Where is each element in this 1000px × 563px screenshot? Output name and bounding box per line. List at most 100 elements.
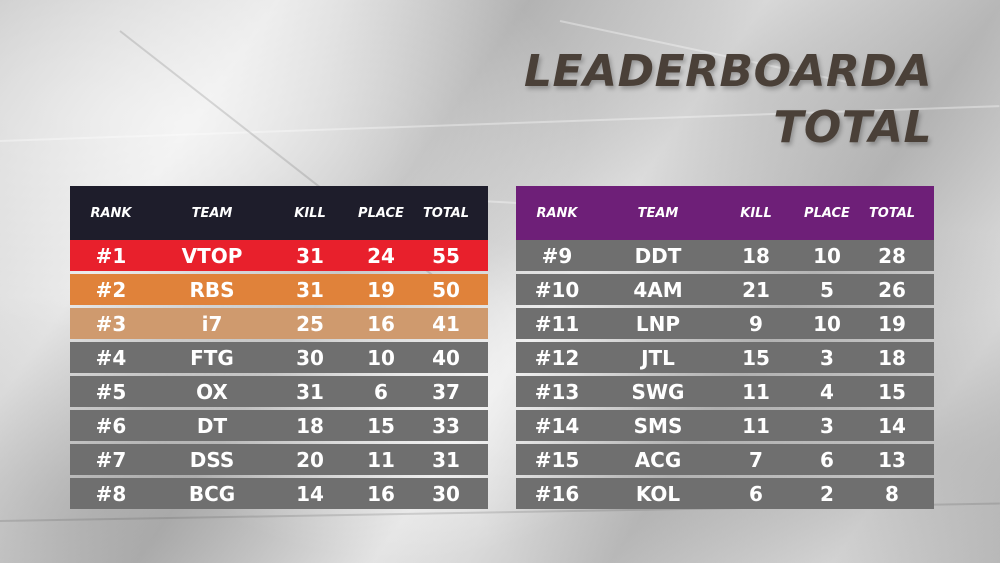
header-kill: KILL <box>740 205 772 221</box>
title-line-1: LEADERBOARDA <box>523 46 932 97</box>
cell-total: 55 <box>432 243 460 268</box>
cell-place: 15 <box>367 413 395 438</box>
cell-place: 5 <box>820 277 834 302</box>
cell-kill: 11 <box>742 379 770 404</box>
cell-total: 31 <box>432 447 460 472</box>
header-place: PLACE <box>804 205 850 221</box>
cell-place: 10 <box>367 345 395 370</box>
cell-total: 18 <box>878 345 906 370</box>
table-row: #15 ACG 7 6 13 <box>516 444 934 475</box>
table-row: #1 VTOP 31 24 55 <box>70 240 488 271</box>
cell-place: 6 <box>374 379 388 404</box>
cell-rank: #5 <box>95 379 127 404</box>
cell-rank: #14 <box>534 413 580 438</box>
cell-rank: #8 <box>95 481 127 506</box>
cell-total: 8 <box>885 481 899 506</box>
header-rank: RANK <box>90 205 132 221</box>
cell-team: JTL <box>641 345 675 370</box>
cell-rank: #2 <box>95 277 127 302</box>
cell-place: 3 <box>820 413 834 438</box>
table-row: #3 i7 25 16 41 <box>70 308 488 339</box>
table-row: #13 SWG 11 4 15 <box>516 376 934 407</box>
cell-team: BCG <box>188 481 236 506</box>
leaderboard-right: RANK TEAM KILL PLACE TOTAL #9 DDT 18 10 28 #1… <box>516 186 934 509</box>
table-header: RANK TEAM KILL PLACE TOTAL <box>70 186 488 240</box>
cell-rank: #12 <box>534 345 580 370</box>
table-header: RANK TEAM KILL PLACE TOTAL <box>516 186 934 240</box>
cell-kill: 6 <box>749 481 763 506</box>
cell-team: RBS <box>189 277 235 302</box>
cell-kill: 7 <box>749 447 763 472</box>
cell-total: 26 <box>878 277 906 302</box>
cell-team: KOL <box>635 481 681 506</box>
cell-team: DT <box>196 413 228 438</box>
cell-rank: #6 <box>95 413 127 438</box>
cell-total: 28 <box>878 243 906 268</box>
cell-kill: 30 <box>296 345 324 370</box>
cell-rank: #13 <box>534 379 580 404</box>
cell-total: 19 <box>878 311 906 336</box>
cell-place: 10 <box>813 243 841 268</box>
cell-place: 11 <box>367 447 395 472</box>
cell-kill: 21 <box>742 277 770 302</box>
cell-rank: #10 <box>534 277 580 302</box>
cell-team: ACG <box>634 447 682 472</box>
cell-rank: #16 <box>534 481 580 506</box>
cell-rank: #9 <box>541 243 573 268</box>
cell-total: 14 <box>878 413 906 438</box>
table-row: #4 FTG 30 10 40 <box>70 342 488 373</box>
table-row: #9 DDT 18 10 28 <box>516 240 934 271</box>
cell-kill: 20 <box>296 447 324 472</box>
table-row: #8 BCG 14 16 30 <box>70 478 488 509</box>
cell-team: LNP <box>635 311 681 336</box>
cell-rank: #4 <box>95 345 127 370</box>
cell-place: 19 <box>367 277 395 302</box>
header-total: TOTAL <box>422 205 470 221</box>
table-body: #1 VTOP 31 24 55 #2 RBS 31 19 50 #3 i7 25 16 41 #4 FTG 30… <box>70 240 488 509</box>
cell-kill: 31 <box>296 379 324 404</box>
leaderboard-left: RANK TEAM KILL PLACE TOTAL #1 VTOP 31 24 55 #… <box>70 186 488 509</box>
cell-team: SWG <box>631 379 685 404</box>
cell-rank: #15 <box>534 447 580 472</box>
cell-team: DDT <box>634 243 682 268</box>
cell-place: 3 <box>820 345 834 370</box>
header-rank: RANK <box>536 205 578 221</box>
cell-place: 4 <box>820 379 834 404</box>
cell-place: 24 <box>367 243 395 268</box>
cell-total: 40 <box>432 345 460 370</box>
table-row: #5 OX 31 6 37 <box>70 376 488 407</box>
cell-team: 4AM <box>633 277 683 302</box>
cell-total: 15 <box>878 379 906 404</box>
cell-kill: 11 <box>742 413 770 438</box>
cell-place: 16 <box>367 481 395 506</box>
cell-rank: #11 <box>534 311 580 336</box>
cell-team: FTG <box>190 345 234 370</box>
header-kill: KILL <box>294 205 326 221</box>
cell-team: OX <box>196 379 228 404</box>
cell-kill: 9 <box>749 311 763 336</box>
cell-team: i7 <box>201 311 223 336</box>
cell-total: 50 <box>432 277 460 302</box>
table-row: #14 SMS 11 3 14 <box>516 410 934 441</box>
cell-rank: #7 <box>95 447 127 472</box>
page-title: LEADERBOARDA TOTAL <box>524 44 932 156</box>
cell-team: VTOP <box>181 243 243 268</box>
cell-kill: 25 <box>296 311 324 336</box>
cell-team: SMS <box>633 413 683 438</box>
cell-kill: 18 <box>296 413 324 438</box>
cell-kill: 31 <box>296 243 324 268</box>
header-team: TEAM <box>637 205 679 221</box>
title-line-2: TOTAL <box>773 102 932 153</box>
table-body: #9 DDT 18 10 28 #10 4AM 21 5 26 #11 LNP 9 10 19 #12 JTL 1… <box>516 240 934 509</box>
table-row: #2 RBS 31 19 50 <box>70 274 488 305</box>
cell-total: 33 <box>432 413 460 438</box>
cell-kill: 18 <box>742 243 770 268</box>
table-row: #7 DSS 20 11 31 <box>70 444 488 475</box>
cell-rank: #1 <box>95 243 127 268</box>
cell-total: 41 <box>432 311 460 336</box>
cell-rank: #3 <box>95 311 127 336</box>
cell-kill: 15 <box>742 345 770 370</box>
cell-place: 2 <box>820 481 834 506</box>
header-team: TEAM <box>191 205 233 221</box>
cell-total: 30 <box>432 481 460 506</box>
